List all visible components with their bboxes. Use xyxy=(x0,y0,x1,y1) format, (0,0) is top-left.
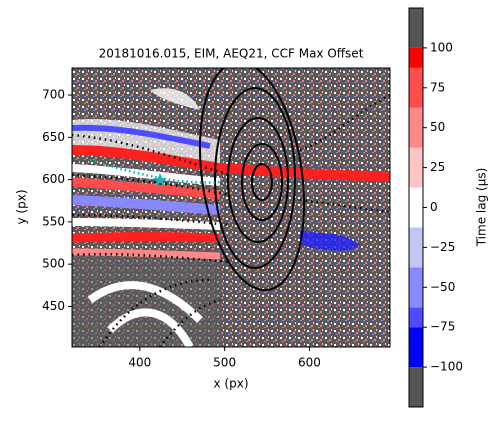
chart-title: 20181016.015, EIM, AEQ21, CCF Max Offset xyxy=(99,47,364,61)
y-axis-label: y (px) xyxy=(15,190,29,225)
colorbar-tick-label: −25 xyxy=(430,240,455,254)
colorbar-tick-label: 75 xyxy=(430,80,445,94)
y-tick-label: 700 xyxy=(42,88,65,102)
y-tick-label: 600 xyxy=(42,172,65,186)
y-tick-label: 650 xyxy=(42,130,65,144)
colorbar-tick-label: 50 xyxy=(430,120,445,134)
x-tick-label: 600 xyxy=(298,356,321,370)
y-tick-label: 550 xyxy=(42,214,65,228)
x-tick-label: 500 xyxy=(213,356,236,370)
y-tick-label: 450 xyxy=(42,299,65,313)
colorbar-segment xyxy=(409,367,423,407)
colorbar-tick-label: −75 xyxy=(430,320,455,334)
x-axis-label: x (px) xyxy=(214,377,249,391)
colorbar-segment xyxy=(409,327,423,368)
colorbar-segment xyxy=(409,107,423,148)
colorbar-segment xyxy=(409,67,423,108)
plot-frame xyxy=(71,67,391,348)
colorbar-segment xyxy=(409,8,423,48)
colorbar-segment xyxy=(409,227,423,268)
field xyxy=(72,68,390,347)
colorbar-segment xyxy=(409,147,423,188)
colorbar-segment xyxy=(409,187,423,228)
colorbar-tick-label: 100 xyxy=(430,40,453,54)
colorbar-tick-label: 25 xyxy=(430,160,445,174)
x-tick-label: 400 xyxy=(128,356,151,370)
colorbar-segment xyxy=(409,47,423,68)
y-tick-label: 500 xyxy=(42,257,65,271)
colorbar-label: Time lag (μs) xyxy=(475,168,489,248)
colorbar-segment xyxy=(409,267,423,308)
colorbar-tick-label: −100 xyxy=(430,360,463,374)
colorbar-tick-label: −50 xyxy=(430,280,455,294)
colorbar-segment xyxy=(409,307,423,328)
colorbar-tick-label: 0 xyxy=(430,200,438,214)
